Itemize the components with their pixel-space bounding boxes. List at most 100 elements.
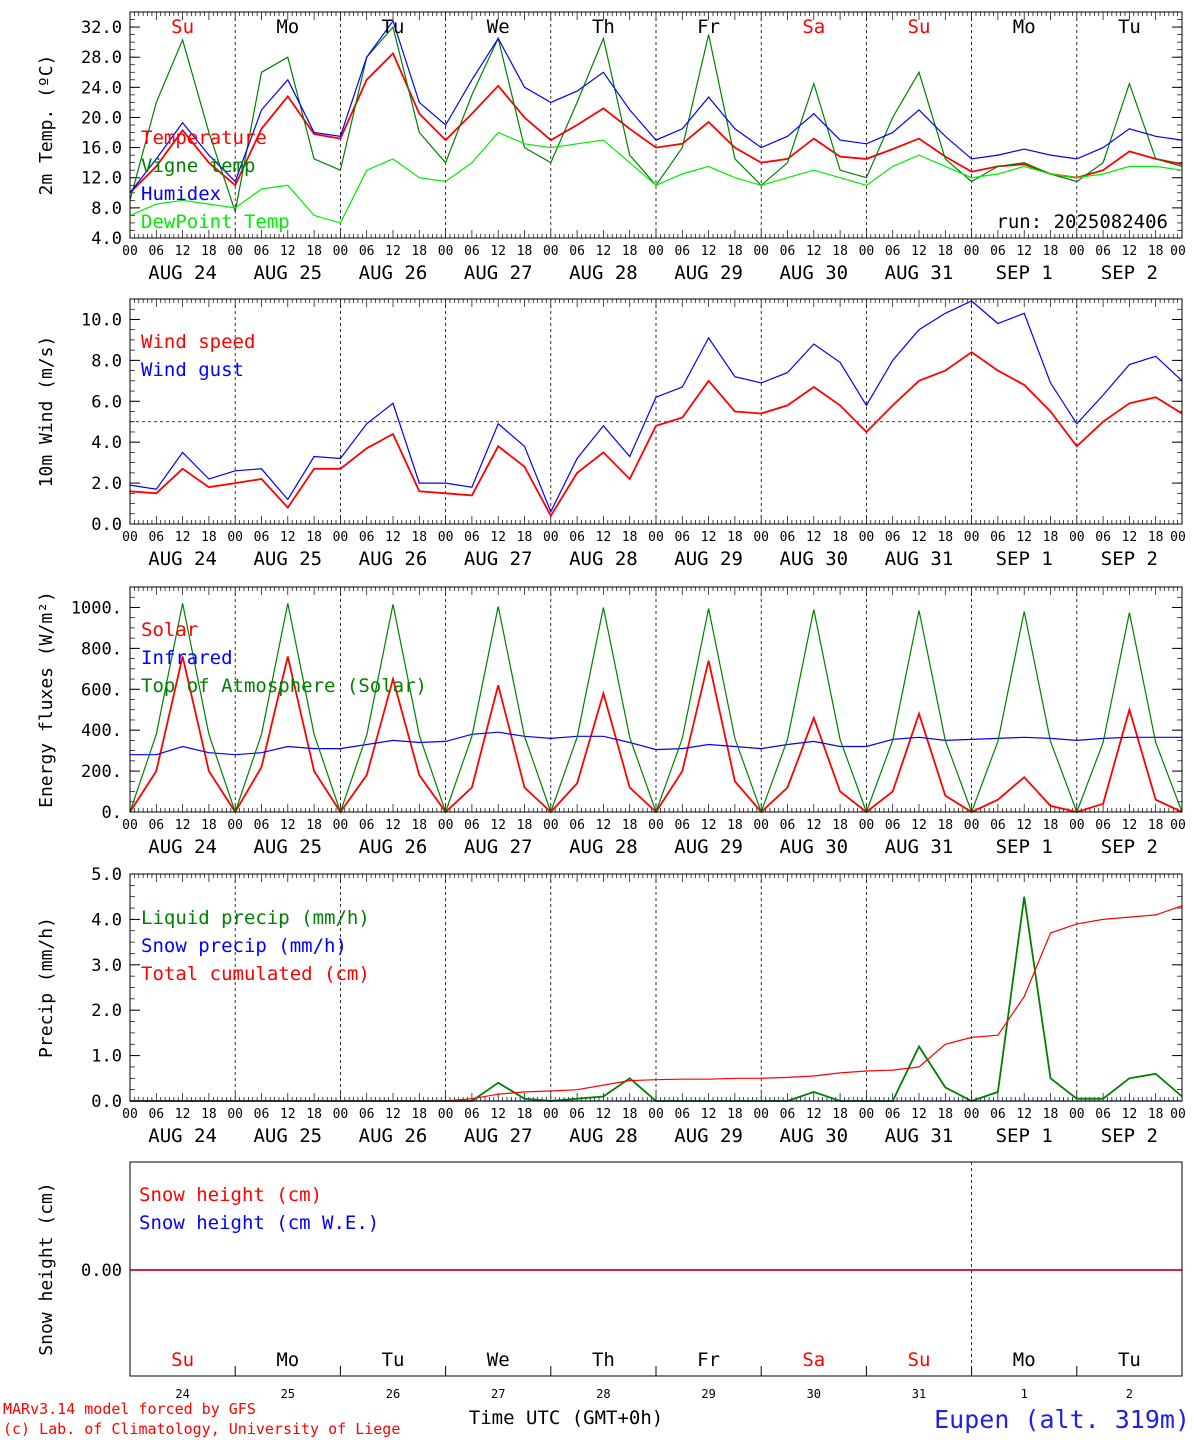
date-label-0-8: SEP 1 (996, 262, 1053, 284)
hour-label-3-2-1: 06 (359, 1107, 375, 1122)
date-label-3-7: AUG 31 (885, 1125, 954, 1147)
legend-entry-4-1: Snow height (cm W.E.) (139, 1212, 379, 1234)
day-number-7: 31 (912, 1387, 926, 1401)
y-axis-label-3: Precip (mm/h) (36, 917, 57, 1058)
hour-label-3-0-0: 00 (122, 1107, 138, 1122)
hour-label-2-4-0: 00 (543, 818, 559, 833)
day-number-6: 30 (807, 1387, 821, 1401)
hour-label-3-5-2: 12 (701, 1107, 717, 1122)
y-tick-label-0-4: 20.0 (81, 108, 122, 128)
hour-label-3-3-1: 06 (464, 1107, 480, 1122)
series-line-0-3 (129, 131, 1183, 224)
hour-label-1-8-0: 00 (964, 530, 980, 545)
hour-label-1-0-1: 06 (148, 530, 164, 545)
hour-label-3-1-3: 18 (306, 1107, 322, 1122)
hour-label-3-4-3: 18 (622, 1107, 638, 1122)
date-label-3-9: SEP 2 (1101, 1125, 1158, 1147)
hour-label-2-9-0: 00 (1069, 818, 1085, 833)
run-label: run: 2025082406 (996, 211, 1168, 233)
date-label-1-9: SEP 2 (1101, 548, 1158, 570)
series-line-2-1 (130, 731, 1182, 756)
hour-label-2-4-3: 18 (622, 818, 638, 833)
hour-label-1-3-1: 06 (464, 530, 480, 545)
date-label-2-3: AUG 27 (464, 836, 533, 858)
hour-label-1-4-3: 18 (622, 530, 638, 545)
hour-label-0-7-3: 18 (937, 244, 953, 259)
day-name-top-5: Fr (697, 16, 720, 38)
hour-label-1-3-3: 18 (517, 530, 533, 545)
precip-panel: 0.0 1.0 2.0 3.0 4.0 5.0 Precip (mm/h) Liquid pr… (36, 865, 1186, 1147)
plot-frame-4 (129, 1161, 1183, 1377)
plot-frame-0 (129, 11, 1183, 239)
hour-label-1-2-2: 12 (385, 530, 401, 545)
date-label-3-2: AUG 26 (359, 1125, 428, 1147)
hour-label-3-9-3: 18 (1148, 1107, 1164, 1122)
date-label-2-1: AUG 25 (253, 836, 322, 858)
hour-label-0-2-2: 12 (385, 244, 401, 259)
legend-entry-3-1: Snow precip (mm/h) (141, 935, 347, 957)
y-tick-label-3-0: 0.0 (91, 1092, 122, 1112)
hour-label-1-7-0: 00 (859, 530, 875, 545)
hour-label-0-9-0: 00 (1069, 244, 1085, 259)
hour-label-3-4-0: 00 (543, 1107, 559, 1122)
date-label-2-0: AUG 24 (148, 836, 217, 858)
hour-label-0-7-2: 12 (911, 244, 927, 259)
day-name-bottom-6: Sa (802, 1349, 825, 1371)
energy-panel: 0. 200. 400. 600. 800. 1000. Energy fluxes (W/… (36, 586, 1186, 858)
hour-label-3-0-3: 18 (201, 1107, 217, 1122)
day-name-top-2: Tu (382, 16, 405, 38)
y-tick-label-0-0: 4.0 (91, 229, 122, 249)
hour-label-1-8-1: 06 (990, 530, 1006, 545)
hour-label-0-2-3: 18 (411, 244, 427, 259)
hour-label-3-4-2: 12 (596, 1107, 612, 1122)
hour-label-2-7-0: 00 (859, 818, 875, 833)
hour-label-2-7-3: 18 (937, 818, 953, 833)
hour-label-1-9-3: 18 (1148, 530, 1164, 545)
date-label-3-3: AUG 27 (464, 1125, 533, 1147)
snow-y-tick-label: 0.00 (81, 1261, 122, 1281)
hour-label-2-8-2: 12 (1016, 818, 1032, 833)
day-name-bottom-2: Tu (382, 1349, 405, 1371)
hour-label-2-1-2: 12 (280, 818, 296, 833)
series-line-1-0 (129, 351, 1183, 518)
hour-label-2-2-3: 18 (411, 818, 427, 833)
hour-label-1-0-3: 18 (201, 530, 217, 545)
hour-label-1-2-3: 18 (411, 530, 427, 545)
y-tick-label-3-4: 4.0 (91, 910, 122, 930)
hour-label-0-8-0: 00 (964, 244, 980, 259)
hour-label-2-9-2: 12 (1122, 818, 1138, 833)
y-tick-label-3-5: 5.0 (91, 865, 122, 885)
hour-label-0-6-2: 12 (806, 244, 822, 259)
hour-label-0-3-3: 18 (517, 244, 533, 259)
date-label-0-5: AUG 29 (674, 262, 743, 284)
date-label-2-6: AUG 30 (779, 836, 848, 858)
snow-panel: 0.00 Snow height (cm) Snow height (cm) Snow… (36, 1161, 1183, 1401)
hour-label-0-0-3: 18 (201, 244, 217, 259)
legend-entry-2-0: Solar (141, 619, 198, 641)
day-name-top-0: Su (171, 16, 194, 38)
legend-entry-1-0: Wind speed (141, 331, 255, 353)
hour-label-3-3-3: 18 (517, 1107, 533, 1122)
y-tick-label-2-2: 400. (81, 721, 122, 741)
hour-label-0-2-0: 00 (333, 244, 349, 259)
y-tick-label-0-6: 28.0 (81, 48, 122, 68)
hour-label-3-9-0: 00 (1069, 1107, 1085, 1122)
hour-label-1-5-2: 12 (701, 530, 717, 545)
day-number-3: 27 (491, 1387, 505, 1401)
hour-label-3-2-0: 00 (333, 1107, 349, 1122)
day-name-bottom-4: Th (592, 1349, 615, 1371)
hour-label-0-3-1: 06 (464, 244, 480, 259)
hour-label-2-4-2: 12 (596, 818, 612, 833)
hour-label-1-5-0: 00 (648, 530, 664, 545)
y-tick-label-0-2: 12.0 (81, 169, 122, 189)
hour-label-2-5-2: 12 (701, 818, 717, 833)
hour-label-1-6-1: 06 (780, 530, 796, 545)
hour-label-1-9-2: 12 (1122, 530, 1138, 545)
hour-label-0-3-0: 00 (438, 244, 454, 259)
date-label-3-1: AUG 25 (253, 1125, 322, 1147)
hour-label-1-3-0: 00 (438, 530, 454, 545)
hour-label-3-8-2: 12 (1016, 1107, 1032, 1122)
hour-label-3-3-2: 12 (490, 1107, 506, 1122)
y-tick-label-2-1: 200. (81, 762, 122, 782)
